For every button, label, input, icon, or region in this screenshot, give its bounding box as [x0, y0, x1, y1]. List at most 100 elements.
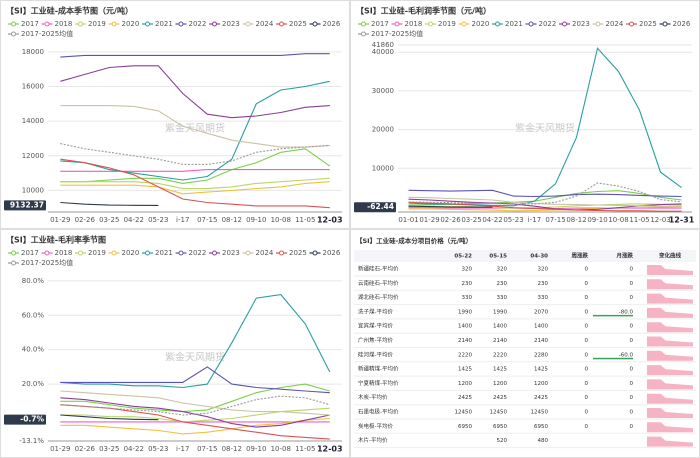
table-cell: 0	[585, 295, 589, 301]
legend-label: 2017-2025均值	[21, 29, 73, 38]
legend-swatch	[428, 21, 433, 27]
legend-swatch	[629, 21, 634, 27]
y-tick-label: 16000	[22, 83, 44, 91]
x-tick-label: 12-03	[650, 216, 670, 224]
legend-label: 2019	[88, 20, 106, 28]
chart-title: 【SI】工业硅-毛利率季节图	[6, 235, 106, 245]
row-name: 炭电极-平均价	[358, 422, 393, 430]
table-cell: 0	[585, 367, 589, 373]
x-tick-label: 11-05	[295, 445, 315, 453]
legend-label: 2020	[472, 20, 490, 28]
table-cell: 12450	[490, 410, 508, 416]
table-title: 【SI】工业硅-成本分项目价格（元/吨）	[356, 236, 472, 245]
x-tick-label: 01-01	[398, 216, 418, 224]
row-name: 硅河煤-平均价	[358, 350, 393, 358]
table-cell: -60.0	[619, 352, 634, 358]
table-cell: 12450	[531, 410, 549, 416]
row-name: 湖北硅石-平均价	[358, 293, 399, 301]
series-line	[408, 196, 682, 207]
legend-label: 2019	[88, 249, 106, 257]
legend-label: 2021	[155, 20, 173, 28]
series-line	[60, 417, 330, 435]
y-tick-label: 30000	[372, 87, 394, 95]
table-cell: 0	[585, 381, 589, 387]
table-header: 变化曲线	[659, 252, 682, 260]
sparkline	[647, 350, 693, 361]
legend-label: 2021	[155, 249, 173, 257]
legend-label: 2017	[21, 249, 39, 257]
sparkline	[647, 279, 693, 290]
table-cell: 2140	[493, 338, 507, 344]
sparkline	[647, 408, 693, 418]
legend-swatch	[528, 21, 534, 27]
table-cell: 480	[538, 438, 549, 444]
table-cell: 2220	[458, 352, 472, 358]
legend-label: 2022	[189, 20, 207, 28]
legend-swatch	[78, 21, 83, 27]
table-cell: 2425	[493, 395, 507, 401]
watermark: 紫金天风期货	[165, 122, 225, 135]
legend-label: 2023	[222, 20, 240, 28]
x-tick-label: 05-23	[503, 216, 523, 224]
legend-swatch	[78, 250, 83, 256]
x-tick-label: 02-26	[75, 216, 96, 224]
x-tick-label: 09-10	[246, 216, 266, 224]
row-name: 广州焦-平均价	[358, 336, 393, 344]
series-line	[60, 177, 330, 190]
current-value-box	[4, 414, 46, 425]
y-tick-label: 10000	[22, 186, 44, 194]
table-cell: 230	[462, 281, 473, 287]
legend-label: 2022	[189, 249, 207, 257]
x-tick-label: 07-15	[197, 216, 217, 224]
series-line	[60, 181, 330, 195]
legend-label: 2018	[405, 20, 423, 28]
table-header: 周涨跌	[571, 252, 588, 260]
series-line	[60, 65, 330, 119]
table-cell: 0	[585, 281, 589, 287]
table-cell: 1400	[493, 324, 507, 330]
series-line	[60, 366, 330, 394]
x-tick-label: 03-25	[461, 216, 481, 224]
legend-label: 2018	[55, 249, 73, 257]
legend-swatch	[145, 250, 150, 256]
table-header-bg	[354, 250, 696, 262]
series-line	[60, 148, 331, 184]
sparkline	[647, 365, 693, 376]
row-name: 宁夏精煤-平均价	[358, 379, 399, 387]
y-tick-label: 12000	[22, 152, 44, 160]
table-cell: 0	[585, 424, 589, 430]
series-line	[60, 404, 330, 440]
legend-swatch	[212, 250, 217, 256]
x-tick-label: 01-29	[419, 216, 439, 224]
series-line	[60, 80, 330, 181]
watermark: 紫金天风期货	[165, 351, 225, 364]
legend-swatch	[595, 21, 601, 27]
legend-swatch	[312, 21, 318, 27]
x-tick-label: 03-25	[99, 216, 119, 224]
y-tick-label: 41860	[372, 41, 394, 49]
legend-swatch	[11, 31, 16, 37]
series-line	[60, 53, 330, 58]
legend-swatch	[178, 21, 184, 27]
legend-swatch	[245, 21, 251, 27]
table-cell: 0	[630, 424, 634, 430]
table-cell: 1425	[458, 367, 472, 373]
legend-label: 2017-2025均值	[21, 258, 73, 267]
sparkline	[647, 422, 693, 433]
sparkline	[647, 265, 693, 275]
legend-label: 2026	[673, 20, 691, 28]
table-cell: 0	[630, 381, 634, 387]
table-cell: 0	[585, 324, 589, 330]
legend-swatch	[461, 21, 467, 27]
table-cell: 2140	[458, 338, 472, 344]
legend-label: 2018	[55, 20, 73, 28]
x-tick-label: 04-22	[482, 216, 502, 224]
table-cell: 12450	[455, 410, 473, 416]
current-value-label: -62.44	[367, 202, 394, 211]
table-cell: 1200	[534, 381, 548, 387]
legend-label: 2023	[572, 20, 590, 28]
legend-swatch	[279, 250, 284, 256]
change-bar	[593, 357, 633, 360]
x-tick-label: 11-05	[295, 216, 315, 224]
x-tick-label: 05-23	[148, 445, 168, 453]
